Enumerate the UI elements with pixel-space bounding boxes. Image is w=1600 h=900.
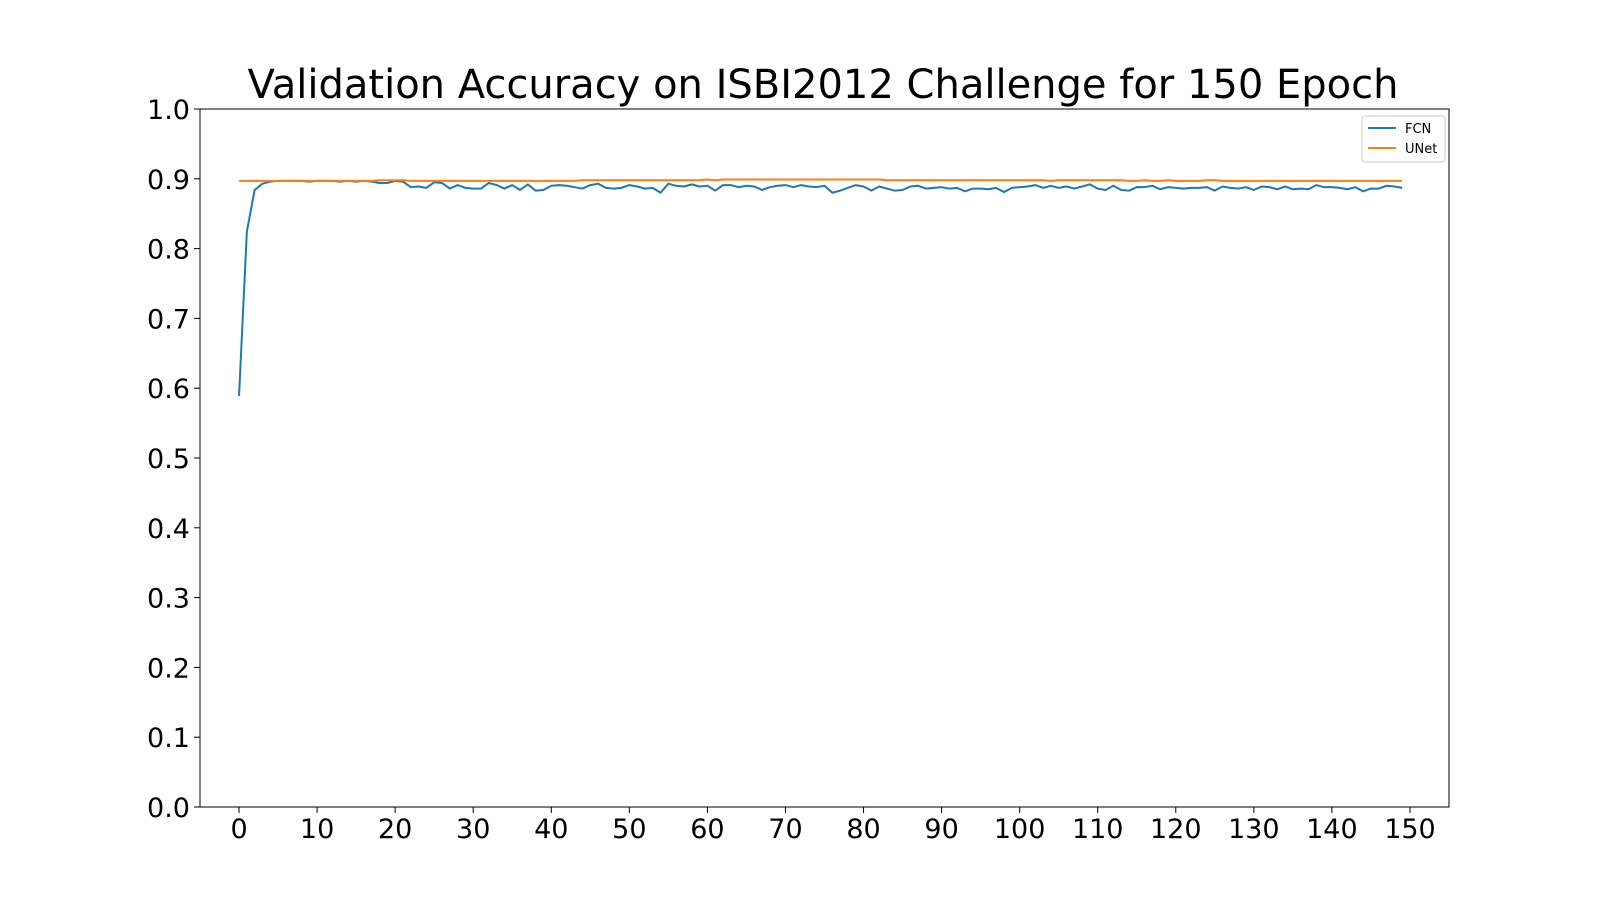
series-line-unet bbox=[239, 178, 1403, 182]
y-tick-label: 0.4 bbox=[147, 514, 190, 545]
x-tick-label: 140 bbox=[1306, 814, 1358, 845]
y-tick-label: 0.7 bbox=[147, 304, 190, 335]
y-tick-label: 0.2 bbox=[147, 653, 190, 684]
y-tick-label: 1.0 bbox=[147, 95, 190, 126]
y-tick-label: 0.8 bbox=[147, 235, 190, 266]
x-tick-label: 70 bbox=[768, 814, 802, 845]
y-tick-label: 0.9 bbox=[147, 165, 190, 196]
plot-frame bbox=[199, 108, 1450, 808]
y-tick-label: 0.1 bbox=[147, 723, 190, 754]
legend-label-unet: UNet bbox=[1405, 142, 1437, 157]
x-tick-label: 100 bbox=[994, 814, 1046, 845]
x-tick-label: 80 bbox=[846, 814, 880, 845]
x-tick-label: 120 bbox=[1150, 814, 1202, 845]
series-lines bbox=[238, 178, 1403, 396]
x-tick-label: 20 bbox=[378, 814, 412, 845]
y-tick-label: 0.0 bbox=[147, 793, 190, 824]
x-tick-label: 30 bbox=[456, 814, 490, 845]
x-tick-label: 130 bbox=[1228, 814, 1280, 845]
y-tick-label: 0.5 bbox=[147, 444, 190, 475]
axis-ticks: 0 10 20 30 40 50 60 70 80 90 100 110 120 130 140 150 0.0… bbox=[147, 95, 1436, 845]
y-tick-label: 0.3 bbox=[147, 584, 190, 615]
series-line-fcn bbox=[238, 179, 1403, 396]
x-tick-label: 90 bbox=[924, 814, 958, 845]
x-tick-label: 0 bbox=[230, 814, 247, 845]
legend: FCN UNet bbox=[1361, 115, 1446, 163]
x-tick-label: 10 bbox=[300, 814, 334, 845]
x-tick-label: 50 bbox=[612, 814, 646, 845]
chart-title: Validation Accuracy on ISBI2012 Challeng… bbox=[248, 62, 1399, 108]
y-tick-label: 0.6 bbox=[147, 374, 190, 405]
x-tick-label: 110 bbox=[1072, 814, 1124, 845]
x-tick-label: 150 bbox=[1384, 814, 1436, 845]
legend-label-fcn: FCN bbox=[1405, 122, 1431, 137]
x-tick-label: 60 bbox=[690, 814, 724, 845]
x-tick-label: 40 bbox=[534, 814, 568, 845]
